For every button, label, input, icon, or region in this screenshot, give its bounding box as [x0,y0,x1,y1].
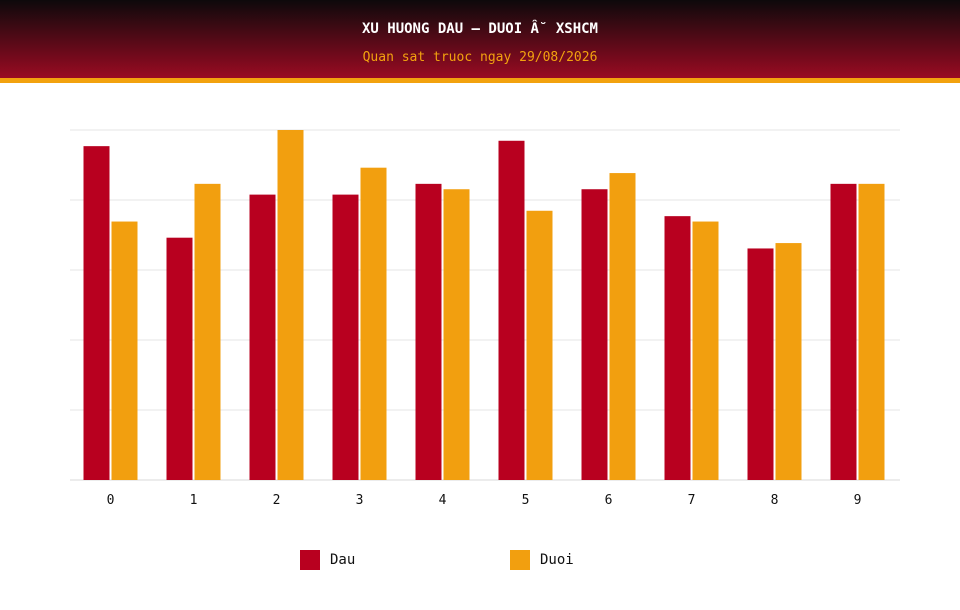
bar-duoi-8 [775,243,802,480]
legend-swatch-duoi [510,550,530,570]
header-accent-bar [0,78,960,83]
x-tick-label: 3 [356,493,364,508]
x-tick-label: 0 [107,493,115,508]
bar-dau-2 [249,194,276,480]
bar-duoi-7 [692,221,719,481]
bar-duoi-4 [443,189,470,480]
bar-dau-5 [498,140,525,480]
bar-duoi-3 [360,167,387,480]
bar-duoi-0 [111,221,138,481]
bar-duoi-1 [194,183,221,480]
bar-dau-7 [664,216,691,480]
x-tick-label: 4 [439,493,447,508]
legend: Dau Duoi [0,550,960,572]
bar-dau-1 [166,237,193,480]
legend-item-duoi[interactable]: Duoi [510,550,574,570]
bar-dau-0 [83,146,110,480]
bar-dau-4 [415,183,442,480]
chart-subtitle: Quan sat truoc ngay 29/08/2026 [362,50,598,65]
x-tick-label: 8 [771,493,779,508]
bar-dau-3 [332,194,359,480]
legend-item-dau[interactable]: Dau [300,550,355,570]
bar-dau-6 [581,189,608,480]
legend-label-duoi: Duoi [540,552,574,568]
x-tick-label: 2 [273,493,281,508]
chart-header [0,0,960,78]
x-tick-label: 7 [688,493,696,508]
bar-dau-8 [747,248,774,480]
x-tick-label: 6 [605,493,613,508]
bar-dau-9 [830,183,857,480]
bar-duoi-9 [858,183,885,480]
legend-label-dau: Dau [330,552,356,568]
x-tick-label: 1 [190,493,198,508]
bar-duoi-6 [609,173,636,481]
x-tick-label: 9 [854,493,862,508]
legend-swatch-dau [300,550,320,570]
bar-duoi-2 [277,130,304,480]
x-tick-label: 5 [522,493,530,508]
chart-title: XU HUONG DAU – DUOI Â˘ XSHCM [361,21,598,37]
bar-duoi-5 [526,210,553,480]
